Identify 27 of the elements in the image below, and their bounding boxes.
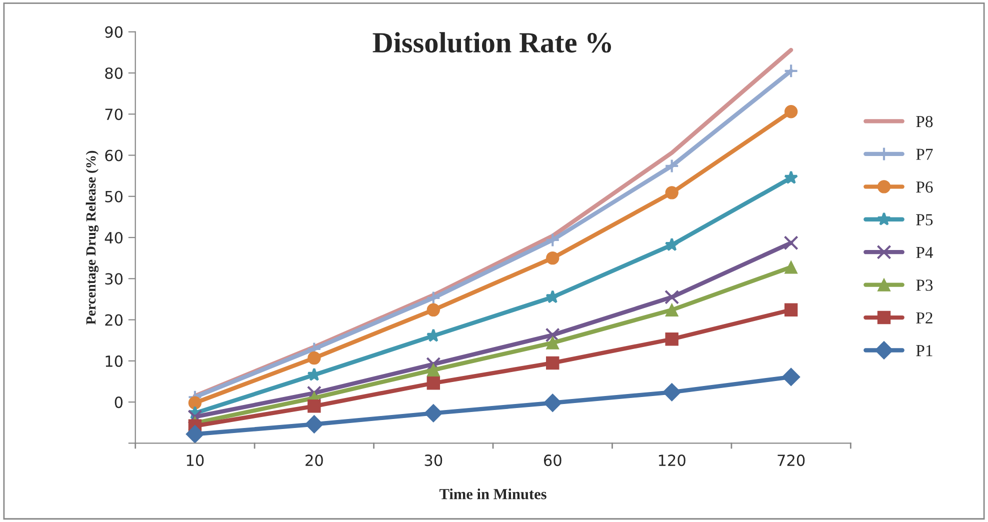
y-tick-label: 60 <box>105 150 123 162</box>
legend-label: P6 <box>916 181 933 193</box>
x-tick-label: 20 <box>306 454 323 466</box>
y-tick-label: 90 <box>105 26 123 38</box>
y-tick-label: 30 <box>105 273 123 285</box>
x-tick-label: 60 <box>544 454 562 466</box>
y-tick-label: 40 <box>104 232 123 244</box>
legend-label: P8 <box>916 116 933 128</box>
y-tick-label: 10 <box>106 355 123 367</box>
y-tick-label: 0 <box>114 396 123 408</box>
y-axis-title: Percentage Drug Release (%) <box>86 150 99 324</box>
legend-label: P1 <box>916 345 932 356</box>
legend-label: P5 <box>916 214 933 226</box>
chart-title: Dissolution Rate % <box>372 32 612 53</box>
y-tick-label: 20 <box>105 314 123 326</box>
x-tick-label: 10 <box>186 454 204 466</box>
legend-label: P4 <box>916 246 934 258</box>
y-tick-label: 80 <box>105 67 123 79</box>
x-tick-label: 30 <box>424 454 442 466</box>
x-tick-label: 720 <box>778 454 805 466</box>
y-tick-label: 50 <box>105 190 123 202</box>
x-axis-title: Time in Minutes <box>439 488 546 500</box>
legend-label: P3 <box>916 280 933 291</box>
legend-label: P2 <box>916 312 932 324</box>
y-tick-label: 70 <box>105 108 123 120</box>
legend-label: P7 <box>916 148 933 160</box>
x-tick-label: 120 <box>658 454 686 466</box>
